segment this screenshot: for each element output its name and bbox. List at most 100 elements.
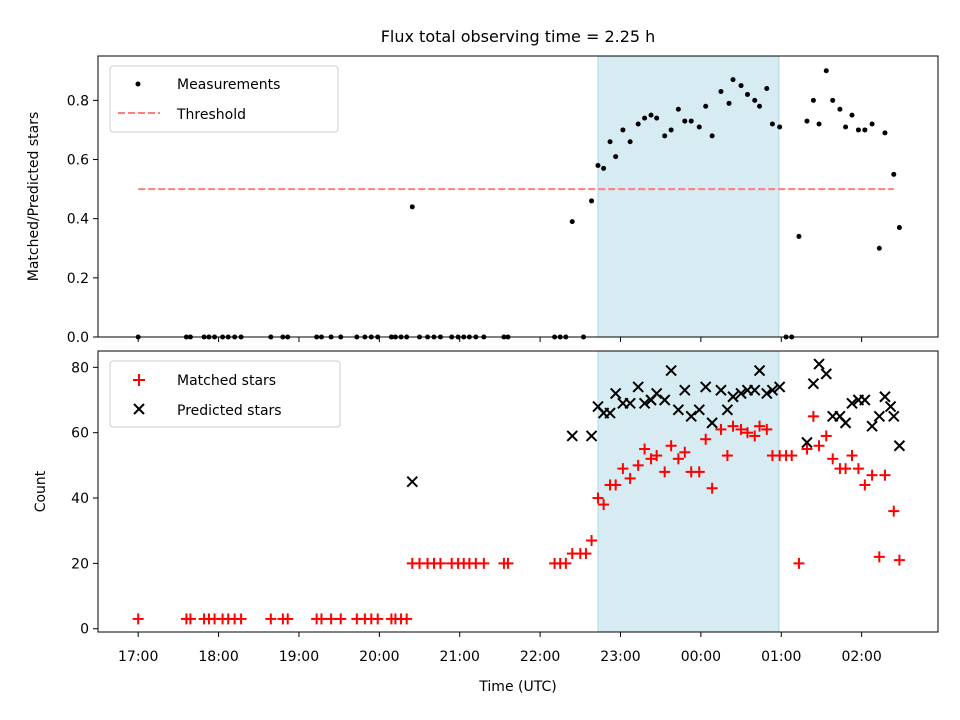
matched-stars-point bbox=[610, 479, 622, 491]
predicted-stars-point bbox=[888, 410, 900, 423]
legend-matched-marker bbox=[133, 374, 145, 386]
measurements-point bbox=[648, 112, 654, 118]
matched-stars-point bbox=[617, 463, 629, 475]
matched-stars-point bbox=[700, 433, 712, 445]
top-y-ticks: 0.0 0.2 0.4 0.6 0.8 bbox=[67, 93, 98, 346]
matched-stars-point bbox=[282, 613, 294, 625]
matched-stars-point bbox=[598, 499, 610, 511]
matched-stars-point bbox=[761, 423, 773, 435]
predicted-stars-point bbox=[632, 381, 644, 393]
top-y-axis-label: Matched/Predicted stars bbox=[26, 112, 42, 282]
predicted-stars-point bbox=[735, 387, 747, 400]
measurements-point bbox=[757, 103, 763, 109]
measurements-point bbox=[688, 118, 694, 124]
measurements-point bbox=[726, 100, 732, 106]
matched-stars-point bbox=[813, 440, 825, 452]
matched-stars-point bbox=[820, 430, 832, 442]
predicted-stars-point bbox=[624, 397, 636, 409]
measurements-point bbox=[830, 97, 836, 103]
measurements-point bbox=[796, 233, 802, 239]
predicted-stars-point bbox=[753, 364, 766, 377]
y-tick-label: 80 bbox=[71, 360, 89, 376]
measurements-point bbox=[668, 127, 674, 133]
x-axis-label: Time (UTC) bbox=[478, 679, 556, 695]
bottom-axes-frame bbox=[97, 350, 939, 633]
x-tick-label: 02:00 bbox=[841, 649, 881, 665]
predicted-stars-point bbox=[715, 384, 727, 396]
legend-predicted-marker bbox=[133, 403, 145, 415]
bottom-legend: Matched stars Predicted stars bbox=[109, 360, 341, 428]
bottom-highlight-span bbox=[597, 350, 780, 633]
measurements-point bbox=[718, 88, 724, 94]
measurements-point bbox=[620, 127, 626, 133]
y-tick-label: 0.6 bbox=[67, 153, 89, 169]
predicted-stars-point bbox=[658, 394, 671, 406]
measurements-point bbox=[837, 106, 843, 112]
predicted-stars-point bbox=[884, 400, 897, 413]
predicted-stars-point bbox=[665, 364, 677, 377]
y-tick-label: 0.2 bbox=[67, 271, 89, 287]
top-legend-box bbox=[109, 65, 339, 133]
x-tick-label: 22:00 bbox=[520, 649, 560, 665]
bottom-legend-box bbox=[109, 360, 341, 428]
measurements-point bbox=[409, 204, 415, 210]
measurements-point bbox=[709, 133, 715, 139]
matched-stars-point bbox=[325, 613, 337, 625]
measurements-point bbox=[869, 121, 875, 127]
measurements-point bbox=[882, 130, 888, 136]
x-tick-label: 21:00 bbox=[440, 649, 480, 665]
predicted-stars-point bbox=[820, 368, 832, 380]
measurements-point bbox=[569, 219, 575, 225]
matched-stars-point bbox=[580, 548, 592, 560]
measurements-point bbox=[843, 124, 849, 130]
y-tick-label: 0 bbox=[80, 622, 89, 638]
top-axes-frame bbox=[97, 55, 939, 338]
measurements-point bbox=[744, 91, 750, 97]
legend-measurements-marker bbox=[135, 81, 141, 87]
matched-stars-point bbox=[727, 420, 739, 432]
y-tick-label: 0.4 bbox=[67, 212, 89, 228]
legend-matched-label: Matched stars bbox=[177, 373, 276, 389]
matched-stars-point bbox=[754, 420, 766, 432]
matched-stars-point bbox=[840, 463, 852, 475]
x-tick-label: 00:00 bbox=[681, 649, 721, 665]
measurements-point bbox=[738, 83, 744, 89]
predicted-stars-point bbox=[893, 440, 906, 452]
matched-stars-point bbox=[893, 554, 905, 566]
matched-stars-point bbox=[888, 505, 900, 517]
measurements-point bbox=[595, 162, 601, 168]
measurements-point bbox=[696, 124, 702, 130]
predicted-stars-point bbox=[585, 430, 598, 442]
predicted-stars-point bbox=[685, 410, 697, 423]
matched-stars-point bbox=[235, 613, 247, 625]
measurements-point bbox=[777, 124, 783, 130]
legend-measurements-label: Measurements bbox=[177, 77, 280, 93]
measurements-point bbox=[804, 118, 810, 124]
matched-stars-point bbox=[852, 463, 864, 475]
predicted-stars-point bbox=[650, 387, 663, 400]
matched-stars-point bbox=[715, 423, 727, 435]
chart-title: Flux total observing time = 2.25 h bbox=[381, 27, 656, 46]
matched-stars-point bbox=[434, 557, 446, 569]
predicted-stars-point bbox=[693, 404, 705, 416]
top-panel: 0.00.20.40.60.8 Matched/Predicted stars … bbox=[26, 55, 939, 346]
x-tick-label: 23:00 bbox=[600, 649, 640, 665]
x-tick-label: 17:00 bbox=[118, 649, 158, 665]
matched-stars-point bbox=[866, 469, 878, 481]
measurements-point bbox=[810, 97, 816, 103]
predicted-stars-point bbox=[813, 358, 825, 370]
measurements-point bbox=[601, 165, 607, 171]
measurements-point bbox=[662, 133, 668, 139]
top-legend: Measurements Threshold bbox=[109, 65, 339, 133]
matched-stars-point bbox=[315, 613, 327, 625]
matched-stars-point bbox=[827, 453, 839, 465]
matched-stars-point bbox=[478, 557, 490, 569]
predicted-stars-point bbox=[761, 387, 773, 400]
measurements-point bbox=[876, 245, 882, 251]
measurements-point bbox=[730, 77, 736, 83]
matched-stars-point bbox=[873, 551, 885, 563]
matched-stars-point bbox=[672, 453, 684, 465]
measurements-point bbox=[769, 121, 775, 127]
predicted-stars-point bbox=[839, 417, 852, 429]
measurements-point bbox=[896, 225, 902, 231]
